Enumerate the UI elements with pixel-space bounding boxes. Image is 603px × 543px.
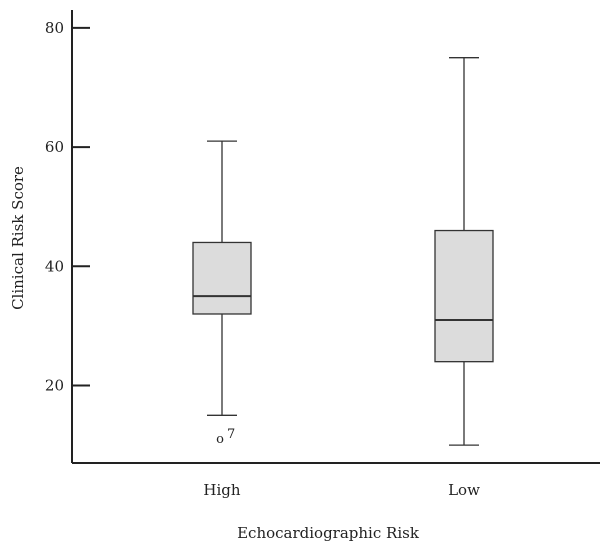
x-tick-label: High <box>203 481 240 499</box>
x-axis-title: Echocardiographic Risk <box>237 524 420 542</box>
outlier-marker: o <box>216 432 224 447</box>
interquartile-box <box>192 241 252 315</box>
box-low <box>434 57 494 446</box>
y-axis-title: Clinical Risk Score <box>9 166 27 310</box>
x-tick-label: Low <box>448 481 480 499</box>
y-tick-label: 40 <box>45 257 64 275</box>
y-tick-label: 80 <box>45 19 64 37</box>
y-tick-label: 60 <box>45 138 64 156</box>
outlier-case-id: 7 <box>227 427 235 442</box>
interquartile-box <box>434 229 494 363</box>
y-tick-label: 20 <box>45 377 64 395</box>
